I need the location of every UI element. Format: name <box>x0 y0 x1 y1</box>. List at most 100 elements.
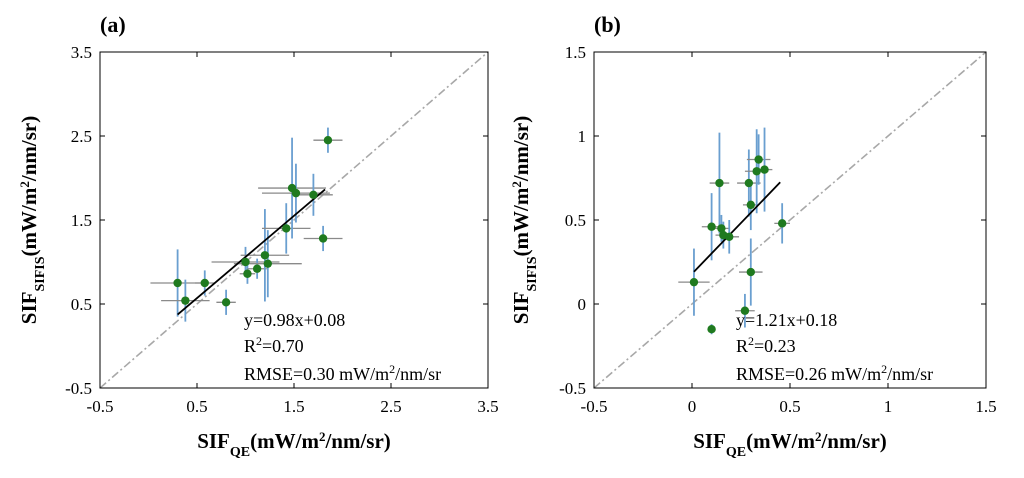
x-label-units-post: /nm/sr) <box>324 429 390 453</box>
fit-line <box>177 188 326 316</box>
y-tick-label: -0.5 <box>65 379 92 398</box>
data-point <box>309 190 318 199</box>
data-point <box>243 269 252 278</box>
r-squared: R2=0.23 <box>736 334 796 356</box>
y-label-units-post: /nm/sr) <box>17 116 41 182</box>
rmse-label: RMSE=0.30 mW/m <box>244 364 389 384</box>
x-label-sub: QE <box>230 445 250 460</box>
x-tick-label: 1.5 <box>975 397 996 416</box>
y-tick-label: 0.5 <box>71 295 92 314</box>
panel-label: (b) <box>594 12 621 37</box>
x-label-units: (mW/m <box>250 429 319 453</box>
y-label-units: (mW/m <box>17 187 41 256</box>
x-tick-label: -0.5 <box>581 397 608 416</box>
x-tick-label: -0.5 <box>87 397 114 416</box>
y-axis-label: SIFSIFIS(mW/m2/nm/sr) <box>17 116 48 324</box>
data-point <box>740 306 750 315</box>
fit-equation: y=0.98x+0.08 <box>244 310 345 330</box>
y-label-sup: 2 <box>17 181 32 188</box>
x-label-sub: QE <box>726 445 746 460</box>
x-label-sup: 2 <box>319 429 326 444</box>
r2-label: R <box>736 336 748 356</box>
data-point <box>725 232 734 241</box>
y-label-units: (mW/m <box>509 187 533 256</box>
y-label-sub: SIFIS <box>33 256 48 291</box>
rmse-units: /nm/sr <box>395 364 441 384</box>
data-point <box>260 251 270 260</box>
x-tick-label: 0.5 <box>779 397 800 416</box>
y-label-main: SIF <box>509 292 533 325</box>
data-point <box>323 136 333 145</box>
y-label-sup: 2 <box>509 181 524 188</box>
data-point <box>689 277 699 287</box>
data-point <box>282 224 291 233</box>
data-point <box>707 325 716 334</box>
x-axis-label: SIFQE(mW/m2/nm/sr) <box>197 429 391 460</box>
r-squared: R2=0.70 <box>244 334 304 356</box>
x-axis-label: SIFQE(mW/m2/nm/sr) <box>693 429 887 460</box>
x-tick-label: 1 <box>884 397 893 416</box>
plot-area <box>594 52 986 388</box>
data-point <box>181 296 190 305</box>
y-label-main: SIF <box>17 292 41 325</box>
one-to-one-line <box>100 52 488 388</box>
rmse-sup: 2 <box>881 362 887 376</box>
y-tick-label: 0.5 <box>565 211 586 230</box>
panel-b: (b)-0.5 0 0.5 1 1.5-0.500.511.5SIFQE(mW/m2/n… <box>509 12 997 460</box>
fit-equation: y=1.21x+0.18 <box>736 310 837 330</box>
rmse: RMSE=0.26 mW/m2/nm/sr <box>736 362 933 384</box>
x-tick-label: 3.5 <box>477 397 498 416</box>
r2-sup: 2 <box>256 334 262 348</box>
r2-label: R <box>244 336 256 356</box>
data-point <box>760 165 769 174</box>
data-point <box>715 178 724 188</box>
r2-sup: 2 <box>748 334 754 348</box>
r2-value: =0.70 <box>262 336 304 356</box>
data-point <box>752 167 761 176</box>
panel-a: (a)-0.5 0.5 1.5 2.5 3.5-0.50.51.52.53.5SIFQE… <box>17 12 499 460</box>
data-point <box>200 278 209 288</box>
y-label-units-post: /nm/sr) <box>509 116 533 182</box>
rmse-units: /nm/sr <box>887 364 933 384</box>
y-tick-label: 3.5 <box>71 43 92 62</box>
data-point <box>707 222 716 231</box>
x-label-units-post: /nm/sr) <box>820 429 886 453</box>
y-tick-label: -0.5 <box>559 379 586 398</box>
x-tick-label: 0 <box>688 397 697 416</box>
data-point <box>318 234 328 243</box>
y-tick-label: 0 <box>578 295 587 314</box>
y-label-sub: SIFIS <box>525 256 540 291</box>
r2-value: =0.23 <box>754 336 796 356</box>
data-point <box>717 224 726 233</box>
x-label-sup: 2 <box>815 429 822 444</box>
y-tick-label: 1.5 <box>71 211 92 230</box>
x-label-units: (mW/m <box>746 429 815 453</box>
y-axis-label: SIFSIFIS(mW/m2/nm/sr) <box>509 116 540 324</box>
x-tick-label: 1.5 <box>283 397 304 416</box>
x-label-main: SIF <box>197 429 230 453</box>
data-point <box>291 188 301 198</box>
plot-area <box>100 52 488 388</box>
data-point <box>744 178 754 188</box>
data-point <box>221 298 231 307</box>
rmse-sup: 2 <box>389 362 395 376</box>
data-point <box>746 267 755 277</box>
rmse: RMSE=0.30 mW/m2/nm/sr <box>244 362 441 384</box>
data-point <box>263 259 273 268</box>
x-label-main: SIF <box>693 429 726 453</box>
data-point <box>252 264 262 273</box>
data-point <box>754 155 763 164</box>
data-point <box>746 200 755 210</box>
data-point <box>777 219 787 228</box>
fit-line <box>693 181 781 273</box>
rmse-label: RMSE=0.26 mW/m <box>736 364 881 384</box>
y-tick-label: 1.5 <box>565 43 586 62</box>
data-point <box>173 278 182 288</box>
x-tick-label: 2.5 <box>380 397 401 416</box>
y-tick-label: 2.5 <box>71 127 92 146</box>
one-to-one-line <box>594 52 986 388</box>
y-tick-label: 1 <box>578 127 587 146</box>
data-point <box>241 257 250 267</box>
panel-label: (a) <box>100 12 126 37</box>
